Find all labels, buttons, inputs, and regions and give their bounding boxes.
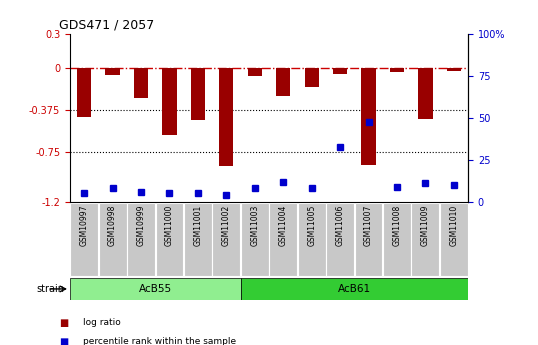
Text: GSM11000: GSM11000 bbox=[165, 205, 174, 246]
Bar bbox=[270, 203, 297, 276]
Bar bbox=[247, 68, 262, 76]
Text: ■: ■ bbox=[59, 318, 68, 327]
Bar bbox=[333, 68, 347, 73]
Bar bbox=[298, 203, 325, 276]
Bar bbox=[70, 278, 240, 300]
Bar bbox=[240, 278, 468, 300]
Text: GSM11003: GSM11003 bbox=[250, 205, 259, 246]
Bar bbox=[220, 68, 233, 166]
Bar bbox=[241, 203, 268, 276]
Text: strain: strain bbox=[37, 284, 65, 294]
Text: GSM11006: GSM11006 bbox=[336, 205, 345, 246]
Bar bbox=[184, 203, 212, 276]
Text: GSM10997: GSM10997 bbox=[80, 205, 89, 246]
Bar bbox=[77, 68, 91, 117]
Text: GSM11002: GSM11002 bbox=[222, 205, 231, 246]
Bar bbox=[412, 203, 440, 276]
Bar bbox=[326, 203, 354, 276]
Text: AcB61: AcB61 bbox=[338, 284, 371, 294]
Text: GSM11010: GSM11010 bbox=[449, 205, 458, 246]
Bar bbox=[191, 68, 205, 120]
Bar bbox=[305, 68, 318, 87]
Bar bbox=[447, 68, 461, 71]
Text: AcB55: AcB55 bbox=[139, 284, 172, 294]
Bar bbox=[213, 203, 240, 276]
Bar bbox=[418, 68, 433, 119]
Text: GSM11005: GSM11005 bbox=[307, 205, 316, 246]
Text: GSM11007: GSM11007 bbox=[364, 205, 373, 246]
Bar bbox=[127, 203, 155, 276]
Bar bbox=[162, 68, 176, 135]
Bar bbox=[98, 203, 126, 276]
Bar bbox=[70, 203, 98, 276]
Bar bbox=[440, 203, 468, 276]
Bar bbox=[390, 68, 404, 72]
Bar bbox=[276, 68, 291, 96]
Bar bbox=[105, 68, 119, 75]
Text: GSM11001: GSM11001 bbox=[193, 205, 202, 246]
Bar bbox=[383, 203, 411, 276]
Bar bbox=[362, 68, 376, 165]
Bar bbox=[134, 68, 148, 98]
Text: GDS471 / 2057: GDS471 / 2057 bbox=[59, 18, 154, 31]
Text: GSM10999: GSM10999 bbox=[137, 205, 146, 246]
Text: GSM11004: GSM11004 bbox=[279, 205, 288, 246]
Text: GSM10998: GSM10998 bbox=[108, 205, 117, 246]
Text: GSM11008: GSM11008 bbox=[392, 205, 401, 246]
Text: percentile rank within the sample: percentile rank within the sample bbox=[83, 337, 237, 345]
Text: GSM11009: GSM11009 bbox=[421, 205, 430, 246]
Text: log ratio: log ratio bbox=[83, 318, 121, 327]
Bar bbox=[355, 203, 383, 276]
Bar bbox=[155, 203, 183, 276]
Text: ■: ■ bbox=[59, 337, 68, 345]
